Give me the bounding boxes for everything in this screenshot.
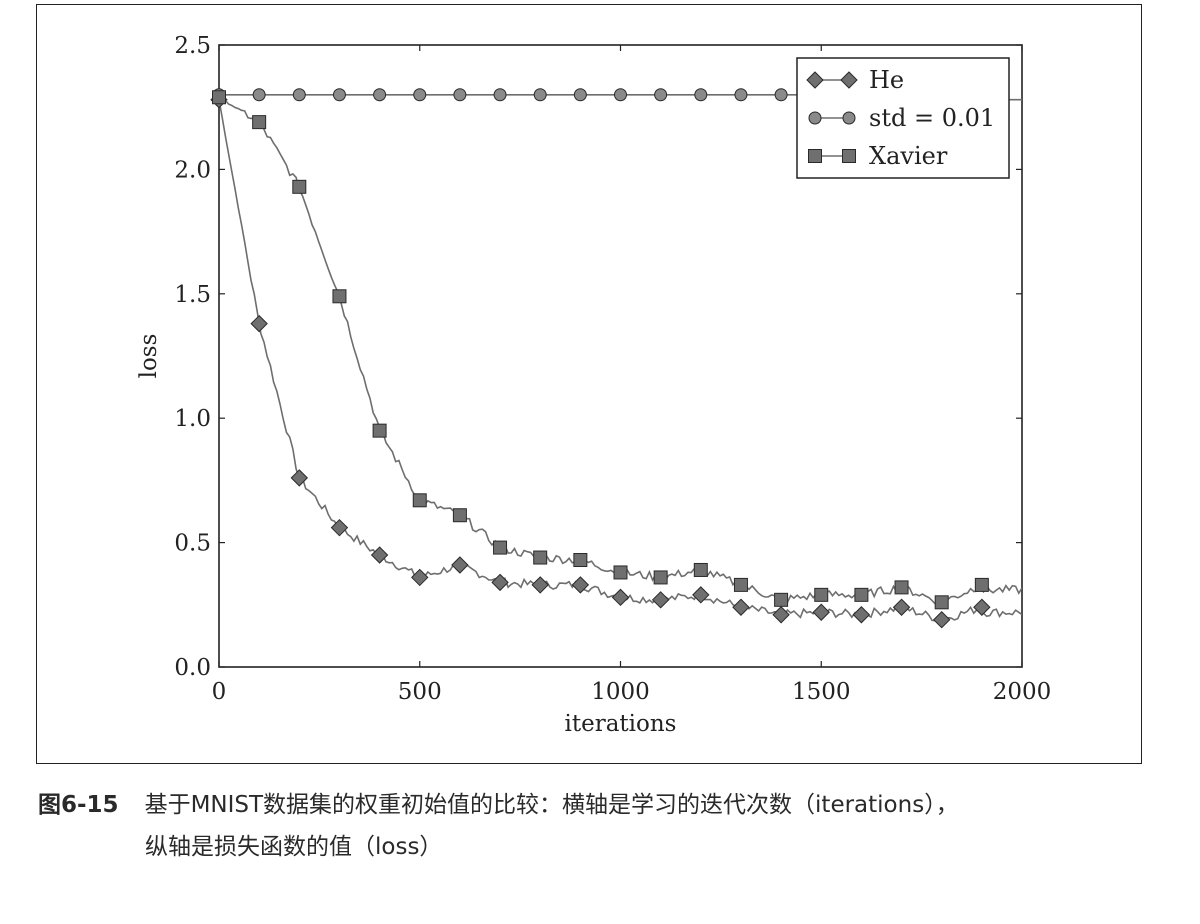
- he-marker: [330, 518, 349, 537]
- xavier-marker: [934, 595, 949, 610]
- xavier-marker: [693, 562, 708, 577]
- x-tick-label: 1000: [591, 679, 650, 705]
- std-marker: [614, 88, 627, 102]
- std-marker: [533, 88, 547, 102]
- legend-label: std = 0.01: [869, 104, 995, 132]
- xavier-marker: [292, 179, 307, 194]
- he-marker: [290, 469, 309, 487]
- he-marker: [531, 576, 549, 594]
- std-marker: [573, 88, 587, 102]
- std-marker: [292, 88, 306, 102]
- y-tick-label: 2.5: [174, 33, 211, 59]
- xavier-marker: [533, 550, 548, 565]
- xavier-marker: [493, 540, 508, 555]
- figure-caption: 图6-15 基于MNIST数据集的权重初始值的比较：横轴是学习的迭代次数（iter…: [38, 784, 1168, 868]
- he-marker: [571, 576, 590, 594]
- caption-line-1: 基于MNIST数据集的权重初始值的比较：横轴是学习的迭代次数（iteration…: [144, 792, 959, 818]
- y-tick-label: 1.0: [174, 406, 211, 432]
- std-marker: [453, 88, 467, 102]
- x-tick-label: 0: [212, 679, 227, 705]
- x-axis-label: iterations: [565, 711, 677, 737]
- xavier-marker: [774, 592, 789, 607]
- y-axis-label: loss: [136, 334, 162, 379]
- he-marker: [973, 598, 991, 616]
- legend-label: Xavier: [869, 142, 948, 170]
- xavier-marker: [332, 289, 347, 304]
- y-tick-label: 2.0: [174, 157, 211, 183]
- xavier-marker: [412, 493, 427, 508]
- y-tick-label: 0.0: [174, 655, 211, 681]
- he-marker: [411, 568, 429, 587]
- xavier-marker: [452, 508, 467, 523]
- std-marker: [808, 111, 822, 125]
- he-marker: [250, 314, 268, 333]
- xavier-marker: [372, 423, 387, 438]
- std-marker: [842, 111, 856, 125]
- std-marker: [332, 88, 346, 102]
- std-marker: [694, 88, 708, 102]
- xavier-marker: [212, 90, 226, 105]
- xavier-marker: [808, 149, 822, 163]
- std-marker: [413, 88, 427, 102]
- x-tick-label: 1500: [792, 679, 851, 705]
- xavier-marker: [894, 580, 909, 595]
- std-marker: [493, 88, 507, 102]
- xavier-marker: [814, 587, 829, 602]
- caption-line-2: 纵轴是损失函数的值（loss）: [145, 834, 443, 860]
- std-marker: [252, 88, 266, 102]
- he-marker: [491, 573, 509, 592]
- x-tick-label: 2000: [993, 679, 1052, 705]
- he-marker: [806, 71, 824, 89]
- he-marker: [840, 71, 858, 89]
- he-marker: [611, 588, 630, 607]
- he-marker: [852, 606, 871, 624]
- x-tick-label: 500: [398, 679, 442, 705]
- xavier-marker: [573, 553, 588, 568]
- he-marker: [772, 606, 790, 624]
- xavier-marker: [733, 577, 748, 592]
- xavier-marker: [842, 149, 856, 163]
- std-marker: [734, 88, 748, 102]
- he-marker: [451, 556, 469, 574]
- figure-number: 图6-15: [38, 792, 119, 818]
- he-marker: [370, 546, 389, 564]
- xavier-marker: [613, 565, 628, 580]
- y-tick-label: 1.5: [174, 282, 211, 308]
- he-marker: [892, 598, 911, 616]
- y-tick-label: 0.5: [174, 531, 211, 557]
- he-marker: [692, 586, 710, 604]
- xavier-marker: [252, 115, 267, 130]
- he-marker: [651, 591, 670, 609]
- xavier-marker: [653, 570, 668, 585]
- he-marker: [812, 603, 830, 621]
- chart-frame: 0 500 1000 1500 2000 0.0 0.5 1.0 1.5 2.0 2.5 iterat…: [36, 4, 1142, 764]
- std-marker: [774, 88, 788, 102]
- xavier-marker: [854, 587, 869, 602]
- std-marker: [373, 88, 387, 102]
- legend-label: He: [869, 66, 904, 94]
- he-marker: [732, 598, 750, 616]
- loss-chart: 0 500 1000 1500 2000 0.0 0.5 1.0 1.5 2.0 2.5 iterat…: [136, 33, 1052, 737]
- he-marker: [932, 611, 951, 629]
- xavier-marker: [974, 577, 989, 592]
- std-marker: [654, 88, 668, 102]
